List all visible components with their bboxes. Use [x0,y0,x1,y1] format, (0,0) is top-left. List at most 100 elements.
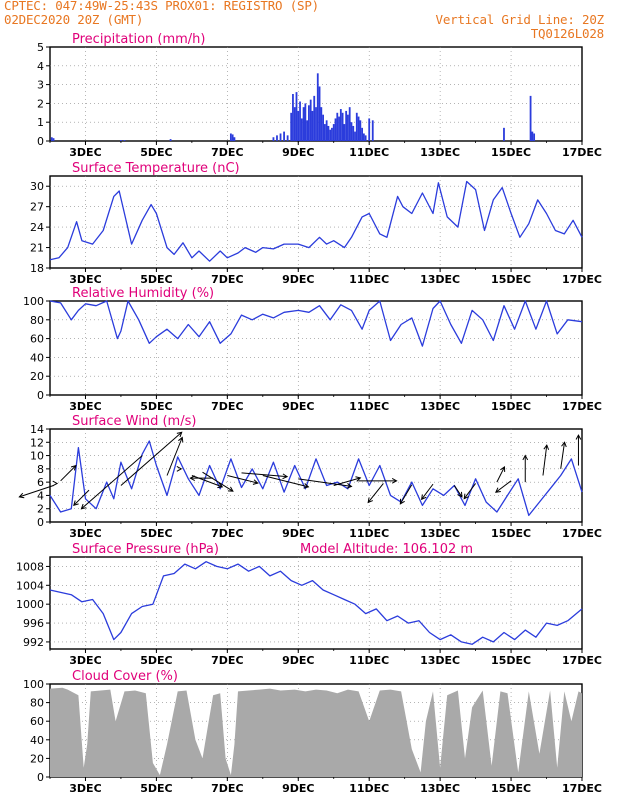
cloud-xtick-label: 13DEC [420,782,460,795]
wind-xtick-label: 7DEC [211,527,243,540]
precip-bar-28 [316,73,319,141]
wind-arrow-head-13 [303,483,310,489]
precip-xtick-label: 7DEC [211,146,243,159]
wind-arrow-head-17 [367,497,373,504]
precip-bar-34 [327,125,330,141]
wind-arrow-head-20 [457,491,463,498]
precip-ytick-label: 1 [37,116,44,129]
precip-xtick-label: 15DEC [491,146,531,159]
wind-xtick-label: 5DEC [140,527,172,540]
wind-arrow-head-5 [80,503,87,510]
precip-bar-51 [357,116,360,141]
cloud-xtick-label: 11DEC [349,782,389,795]
precip-bar-27 [315,107,317,141]
cloud-xtick-label: 3DEC [69,782,101,795]
rh-ytick-label: 0 [37,389,44,402]
precip-title: Precipitation (mm/h) [72,32,205,47]
wind-arrow-shaft-19 [421,483,434,500]
rh-xtick-label: 13DEC [420,400,460,413]
temp-frame [49,175,583,269]
pressure-xtick-label: 13DEC [420,654,460,667]
cloud-title: Cloud Cover (%) [72,669,178,684]
wind-ytick-label: 0 [37,516,44,529]
wind-arrow-head-23 [495,487,501,493]
pressure-xtick-label: 11DEC [349,654,389,667]
cloud-ytick-label: 40 [30,734,44,747]
temp-ytick-label: 24 [30,221,44,234]
wind-xtick-label: 13DEC [420,527,460,540]
wind-arrow-shaft-22 [496,466,505,483]
temp-xtick-label: 17DEC [562,273,602,286]
pressure-xtick-label: 17DEC [562,654,602,667]
wind-xtick-label: 17DEC [562,527,602,540]
rh-xtick-label: 5DEC [140,400,172,413]
wind-arrow-head-4 [176,431,183,438]
wind-arrow-shaft-25 [542,445,548,476]
precip-bar-44 [345,110,348,141]
temp-xtick-label: 3DEC [69,273,101,286]
wind-arrow-shaft-11 [227,475,258,484]
precip-bar-7 [233,137,236,141]
wind-arrow-shaft-8 [191,475,223,488]
precip-bar-32 [323,124,326,141]
cloud-xtick-label: 17DEC [562,782,602,795]
wind-title: Surface Wind (m/s) [72,414,196,429]
wind-arrow-shaft-0 [19,484,54,498]
precip-bar-47 [350,122,353,141]
wind-ytick-label: 8 [37,463,44,476]
wind-arrow-head-16 [391,477,398,484]
precip-bar-11 [283,131,285,141]
wind-arrow-shaft-9 [202,471,234,492]
wind-arrow-shaft-5 [81,455,143,510]
temp-xtick-label: 15DEC [491,273,531,286]
precip-bar-13 [290,112,293,141]
wind-ytick-label: 14 [30,423,44,436]
rh-line [49,300,583,347]
precip-bar-35 [329,129,332,141]
wind-xtick-label: 11DEC [349,527,389,540]
precip-bar-5 [229,133,232,141]
precip-bar-36 [331,127,333,141]
rh-xtick-label: 9DEC [282,400,314,413]
precip-bar-24 [309,99,312,141]
rh-xtick-label: 7DEC [211,400,243,413]
wind-arrow-head-3 [73,500,79,507]
rh-xtick-label: 17DEC [562,400,602,413]
precip-bar-46 [348,107,351,141]
precip-ytick-label: 4 [37,60,44,73]
cloud-xtick-label: 9DEC [282,782,314,795]
temp-xtick-label: 11DEC [349,273,389,286]
pressure-ytick-label: 1000 [16,598,44,611]
cloud-ytick-label: 80 [30,697,44,710]
precip-bar-48 [352,125,355,141]
precip-bar-0 [50,137,53,141]
precip-xtick-label: 9DEC [282,146,314,159]
wind-ytick-label: 4 [37,489,44,502]
precip-bar-37 [332,124,335,141]
cloud-ytick-label: 20 [30,752,44,765]
precip-bar-9 [276,135,278,141]
temp-xtick-label: 5DEC [140,273,172,286]
wind-arrow-head-6 [178,436,184,443]
header-model-id: TQ0126L028 [530,26,604,41]
precip-bar-60 [531,131,534,141]
wind-frame [49,428,583,523]
temp-xtick-label: 7DEC [211,273,243,286]
precip-bar-1 [52,138,55,141]
temp-ytick-label: 27 [30,201,44,214]
precip-bar-57 [371,120,374,141]
precip-bar-31 [322,114,324,141]
temp-ytick-label: 30 [30,180,44,193]
precip-bar-38 [334,118,337,141]
precip-bar-39 [336,112,339,141]
precip-ytick-label: 3 [37,79,44,92]
wind-arrow-shaft-15 [333,477,361,486]
precip-ytick-label: 0 [37,135,44,148]
precip-bar-49 [354,131,356,141]
pressure-xtick-label: 3DEC [69,654,101,667]
precip-ytick-label: 5 [37,41,44,54]
wind-arrow-shaft-6 [166,437,183,476]
wind-arrow-head-12 [282,473,289,480]
wind-arrow-head-10 [189,475,195,481]
